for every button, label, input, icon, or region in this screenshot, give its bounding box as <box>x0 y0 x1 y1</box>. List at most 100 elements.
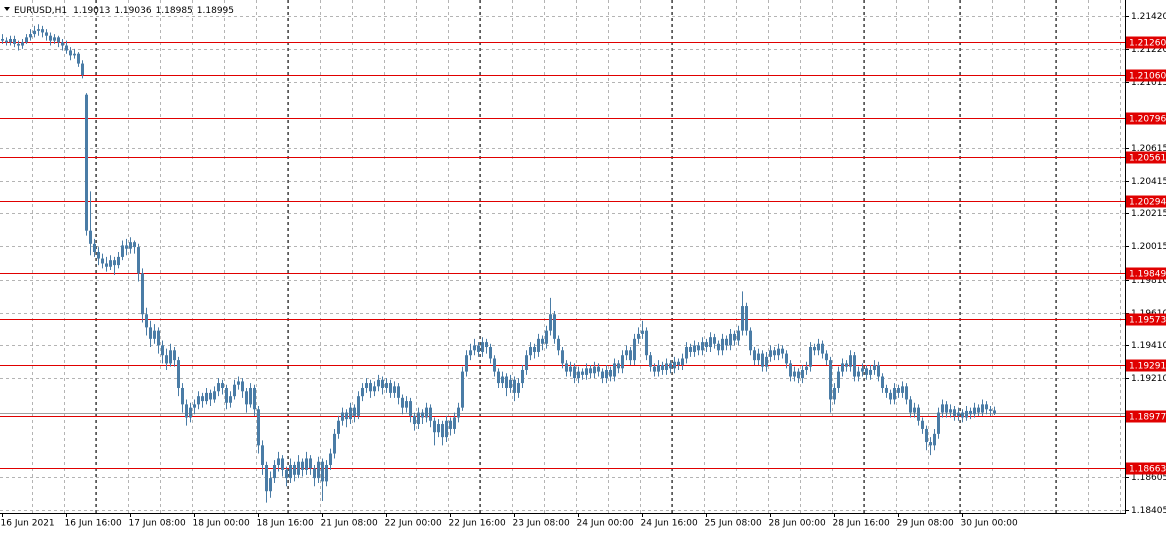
candle-body <box>681 358 684 366</box>
candle-body <box>877 365 880 377</box>
candle-body <box>841 363 844 372</box>
candle-body <box>797 371 800 379</box>
candle-body <box>729 333 732 346</box>
candle-body <box>73 53 76 56</box>
candle-body <box>849 355 852 367</box>
level-tag <box>1126 359 1166 372</box>
candle-body <box>897 387 900 393</box>
candle-body <box>185 404 188 418</box>
candle-body <box>913 407 916 413</box>
candle-body <box>421 412 424 418</box>
candle-body <box>289 464 292 479</box>
candle-body <box>189 407 192 418</box>
candle-body <box>717 343 720 351</box>
candle-body <box>821 343 824 354</box>
candle-body <box>293 464 296 475</box>
candle-body <box>865 368 868 375</box>
candle-body <box>965 410 968 418</box>
candle-body <box>977 407 980 413</box>
last-high: 1.19036 <box>114 6 151 16</box>
candle-body <box>345 412 348 420</box>
candle-body <box>569 366 572 372</box>
candle-body <box>917 407 920 421</box>
y-tick-label: 1.20415 <box>1131 177 1166 187</box>
candle-body <box>765 356 768 367</box>
candle-body <box>677 361 680 366</box>
candle-body <box>317 461 320 479</box>
candle-body <box>485 342 488 348</box>
symbol-header: EURUSD,H1 1.19013 1.19036 1.18985 1.18995 <box>4 6 234 16</box>
candle-body <box>37 29 40 31</box>
candle-body <box>893 387 896 400</box>
candle-body <box>361 387 364 397</box>
candle-body <box>633 338 636 361</box>
level-tag <box>1126 267 1166 280</box>
axis-labels: 1.21420 1.21220 1.21015 1.20615 1.20415 1.202… <box>1 12 1166 529</box>
x-tick-label: 17 Jun 08:00 <box>129 519 186 529</box>
last-open: 1.19013 <box>73 6 110 16</box>
candle-body <box>453 417 456 429</box>
candle-body <box>141 273 144 315</box>
candle-body <box>845 363 848 367</box>
candle-body <box>597 366 600 372</box>
candle-body <box>217 383 220 392</box>
candle-body <box>389 383 392 393</box>
candle-body <box>693 345 696 352</box>
candle-body <box>621 355 624 369</box>
candle-body <box>737 330 740 341</box>
candle-body <box>65 45 68 51</box>
candle-body <box>625 350 628 356</box>
y-tick-label: 1.21220 <box>1131 45 1166 55</box>
level-tag <box>1126 36 1166 49</box>
candle-body <box>157 330 160 346</box>
candle-body <box>889 392 892 400</box>
candle-body <box>609 369 612 377</box>
candle-body <box>553 314 556 339</box>
candle-body <box>857 371 860 377</box>
candle-body <box>753 350 756 361</box>
candle-body <box>41 29 44 33</box>
candle-body <box>349 407 352 420</box>
candle-body <box>89 230 92 244</box>
candle-body <box>33 30 36 35</box>
y-tick-label: 1.18405 <box>1131 506 1166 516</box>
candle-body <box>673 361 676 369</box>
level-tag <box>1126 410 1166 423</box>
candle-body <box>441 424 444 438</box>
candle-body <box>297 461 300 475</box>
level-label: 1.20561 <box>1129 154 1166 164</box>
candle-body <box>549 314 552 331</box>
candle-body <box>5 40 8 43</box>
candle-body <box>13 38 16 44</box>
candle-body <box>725 338 728 346</box>
candle-body <box>397 386 400 398</box>
candle-body <box>149 327 152 339</box>
x-tick-label: 28 Jun 16:00 <box>833 519 890 529</box>
candle-body <box>365 383 368 388</box>
candle-body <box>985 404 988 410</box>
candle-body <box>333 433 336 454</box>
candle-body <box>685 347 688 359</box>
candle-body <box>565 363 568 372</box>
x-tick-label: 22 Jun 16:00 <box>449 519 506 529</box>
candle-body <box>629 350 632 361</box>
candle-body <box>721 338 724 351</box>
candle-body <box>525 355 528 370</box>
level-tag <box>1126 69 1166 82</box>
candle-body <box>409 401 412 416</box>
candle-body <box>381 379 384 388</box>
candle-body <box>649 355 652 367</box>
candle-body <box>825 353 828 361</box>
candle-body <box>933 433 936 446</box>
candles <box>1 24 996 503</box>
candle-body <box>901 386 904 393</box>
candle-body <box>417 412 420 425</box>
candle-body <box>709 337 712 348</box>
candle-body <box>461 371 464 408</box>
candle-body <box>117 256 120 266</box>
candle-body <box>853 355 856 377</box>
level-tag <box>1126 112 1166 125</box>
candle-body <box>617 363 620 369</box>
